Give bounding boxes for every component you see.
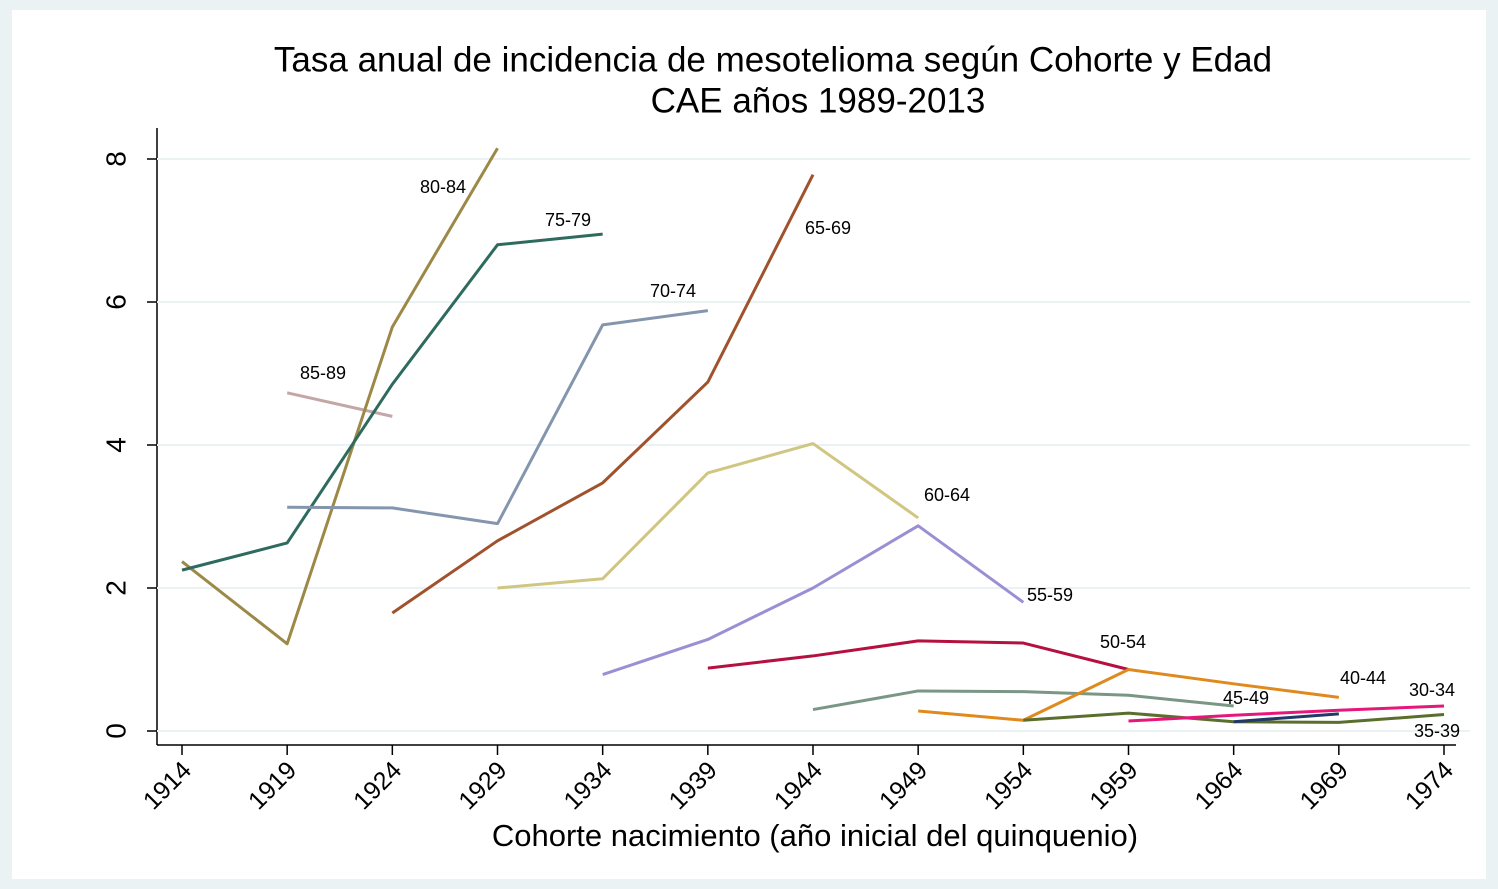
series-label: 35-39 <box>1414 721 1460 741</box>
y-tick-label: 4 <box>100 437 131 453</box>
series-label: 40-44 <box>1340 668 1386 688</box>
chart-title: Tasa anual de incidencia de mesotelioma … <box>274 40 1272 79</box>
series-label: 50-54 <box>1100 632 1146 652</box>
y-tick-label: 0 <box>100 723 131 739</box>
series-line <box>181 147 499 646</box>
series-label: 75-79 <box>545 210 591 230</box>
chart-subtitle: CAE años 1989-2013 <box>651 81 986 120</box>
series-line <box>1128 704 1445 723</box>
series-line <box>602 524 1025 676</box>
series-label: 60-64 <box>924 485 970 505</box>
series-line <box>287 309 709 526</box>
series-line <box>391 174 815 615</box>
series-line <box>181 232 603 572</box>
series-label: 70-74 <box>650 281 696 301</box>
y-tick-label: 2 <box>100 580 131 596</box>
series-label: 45-49 <box>1223 688 1269 708</box>
y-tick-label: 6 <box>100 294 131 310</box>
series-label: 85-89 <box>300 363 346 383</box>
series-line <box>707 639 1129 671</box>
series-label: 30-34 <box>1409 680 1455 700</box>
series-label: 65-69 <box>805 218 851 238</box>
series-line <box>918 668 1340 722</box>
series-line <box>497 442 920 590</box>
series-line <box>812 689 1234 712</box>
x-axis-label: Cohorte nacimiento (año inicial del quin… <box>492 818 1138 853</box>
y-tick-label: 8 <box>100 151 131 167</box>
series-line <box>1233 712 1339 724</box>
series-label: 55-59 <box>1027 585 1073 605</box>
series-label: 80-84 <box>420 177 466 197</box>
